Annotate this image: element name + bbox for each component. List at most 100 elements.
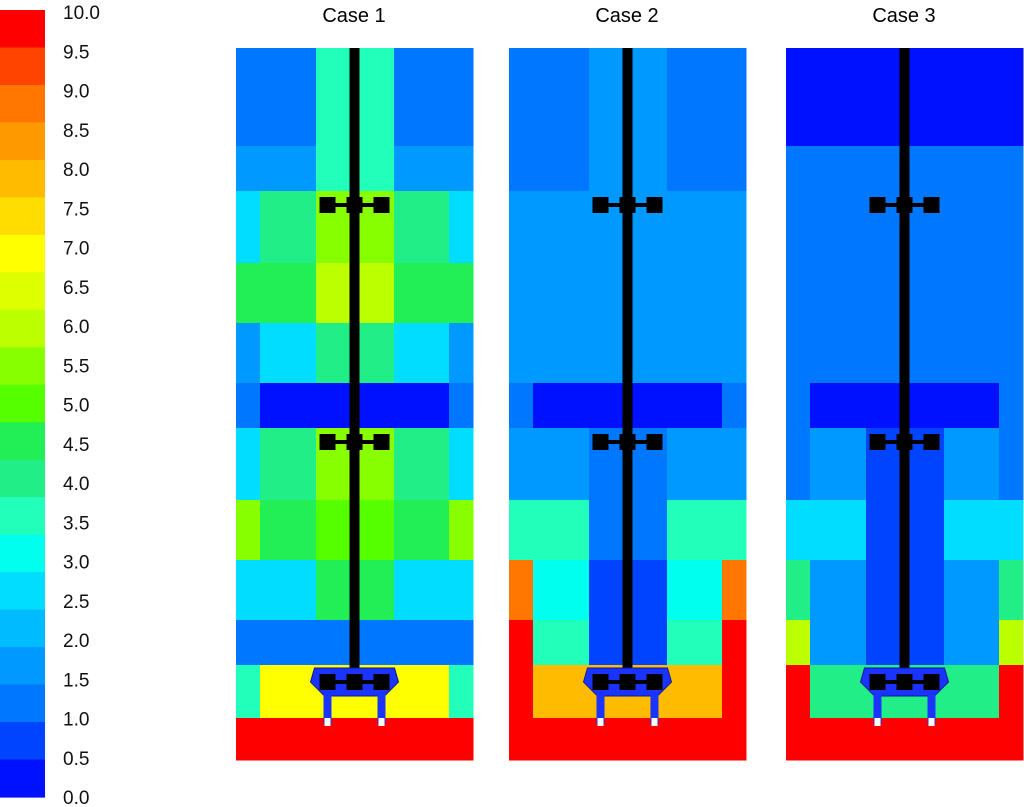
contour-cell (904, 263, 945, 324)
contour-cell (722, 500, 747, 561)
impeller-blade (923, 434, 940, 450)
legend-swatch (0, 422, 45, 461)
contour-cell (449, 146, 474, 192)
contour-cell (810, 191, 867, 264)
legend-tick-label: 8.0 (63, 160, 89, 181)
contour-cell (810, 323, 867, 384)
legend-swatch (0, 159, 45, 198)
contour-cell (316, 620, 355, 666)
contour-cell (533, 718, 590, 761)
impeller-blade (373, 197, 390, 213)
contour-cell (509, 191, 534, 264)
contour-cell (722, 323, 747, 384)
contour-cell (449, 500, 474, 561)
contour-cell (944, 560, 1000, 621)
legend-swatch (0, 647, 45, 686)
contour-cell (589, 500, 628, 561)
legend-tick-label: 5.0 (63, 396, 89, 417)
contour-cell (722, 428, 747, 501)
contour-cell (786, 620, 811, 666)
contour-cell (533, 191, 590, 264)
impeller-blade (646, 434, 663, 450)
contour-cell (354, 146, 395, 192)
contour-cell (810, 665, 867, 719)
impeller-blade (592, 197, 609, 213)
contour-cell (260, 383, 317, 429)
contour-cell (904, 500, 945, 561)
contour-cell (449, 48, 474, 147)
contour-cell (999, 191, 1024, 264)
legend-swatch (0, 497, 45, 536)
contour-cell (904, 620, 945, 666)
contour-cell (866, 146, 905, 192)
legend-tick-label: 10.0 (63, 3, 100, 24)
contour-cell (786, 428, 811, 501)
contour-cell (944, 263, 1000, 324)
contour-cell (509, 146, 534, 192)
contour-cell (394, 191, 450, 264)
impeller-blade (869, 674, 886, 690)
contour-cell (260, 620, 317, 666)
contour-cell (236, 500, 261, 561)
impeller-shaft (622, 48, 633, 682)
legend-swatch (0, 572, 45, 611)
case-panel (236, 48, 474, 761)
impeller-leg-tip (651, 718, 658, 726)
contour-cell (260, 718, 317, 761)
contour-cell (260, 500, 317, 561)
contour-cell (354, 48, 395, 147)
contour-cell (904, 383, 945, 429)
contour-cell (999, 718, 1024, 761)
contour-cell (999, 146, 1024, 192)
contour-cell (810, 428, 867, 501)
contour-cell (236, 718, 261, 761)
contour-cell (944, 500, 1000, 561)
contour-cell (866, 620, 905, 666)
legend-tick-label: 9.0 (63, 82, 89, 103)
contour-cell (236, 191, 261, 264)
contour-cell (236, 263, 261, 324)
legend-tick-label: 2.0 (63, 631, 89, 652)
impeller-blade (923, 674, 940, 690)
contour-cell (627, 263, 668, 324)
contour-cell (999, 263, 1024, 324)
contour-cell (509, 718, 534, 761)
legend-swatch (0, 384, 45, 423)
legend-swatch (0, 309, 45, 348)
impeller-blade (346, 674, 363, 690)
contour-cell (627, 48, 668, 147)
contour-cell (786, 146, 811, 192)
contour-cell (667, 665, 723, 719)
contour-cell (944, 48, 1000, 147)
contour-cell (786, 48, 811, 147)
legend-tick-label: 6.0 (63, 317, 89, 338)
impeller-blade (646, 197, 663, 213)
contour-cell (316, 323, 355, 384)
contour-cell (589, 263, 628, 324)
legend-tick-label: 0.5 (63, 749, 89, 770)
contour-cell (999, 323, 1024, 384)
contour-cell (509, 500, 534, 561)
case-2-title: Case 2 (595, 5, 658, 27)
impeller-blade (592, 434, 609, 450)
contour-cell (810, 500, 867, 561)
contour-cell (316, 263, 355, 324)
contour-cell (810, 383, 867, 429)
legend-tick-label: 5.5 (63, 356, 89, 377)
contour-cell (509, 428, 534, 501)
contour-cell (354, 560, 395, 621)
contour-cell (667, 428, 723, 501)
contour-cell (667, 383, 723, 429)
legend-tick-label: 6.5 (63, 278, 89, 299)
contour-cell (866, 560, 905, 621)
contour-cell (236, 620, 261, 666)
contour-cell (394, 428, 450, 501)
legend-tick-label: 4.5 (63, 435, 89, 456)
contour-cell (667, 191, 723, 264)
impeller-shaft (899, 48, 910, 682)
contour-cell (589, 718, 628, 761)
legend-swatch (0, 10, 45, 49)
impeller-blade (896, 197, 913, 213)
contour-cell (810, 620, 867, 666)
contour-cell (354, 500, 395, 561)
